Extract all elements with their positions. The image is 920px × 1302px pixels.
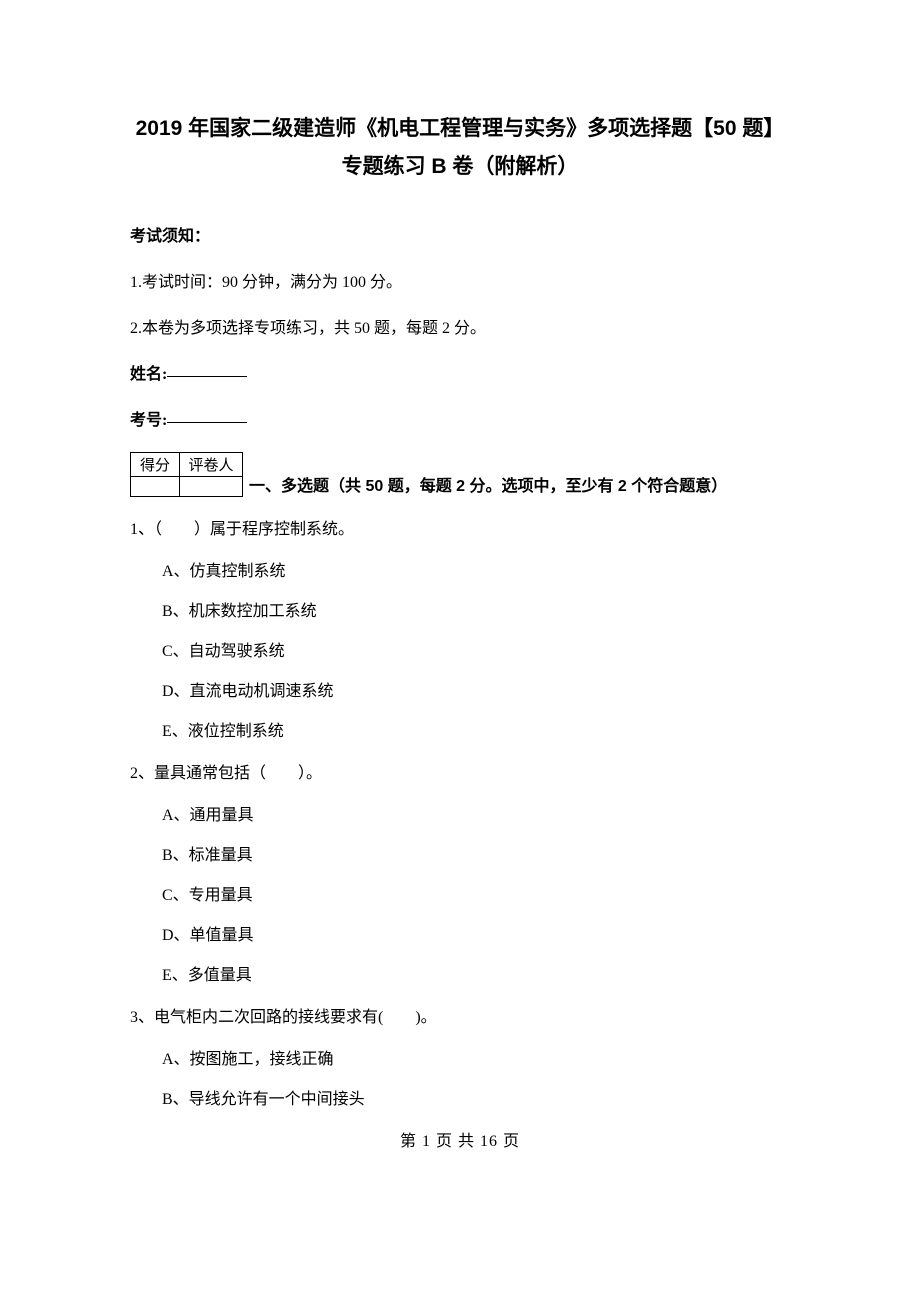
score-cell: [131, 476, 180, 496]
reviewer-cell: [180, 476, 243, 496]
name-underline: [167, 376, 247, 377]
question-2: 2、量具通常包括（ ）。 A、通用量具 B、标准量具 C、专用量具 D、单值量具…: [130, 759, 790, 985]
question-stem: 2、量具通常包括（ ）。: [130, 759, 790, 783]
option-a: A、通用量具: [162, 801, 790, 825]
option-b: B、机床数控加工系统: [162, 597, 790, 621]
question-3: 3、电气柜内二次回路的接线要求有( )。 A、按图施工，接线正确 B、导线允许有…: [130, 1003, 790, 1109]
score-section-row: 得分 评卷人 一、多选题（共 50 题，每题 2 分。选项中，至少有 2 个符合…: [130, 452, 790, 497]
option-b: B、标准量具: [162, 841, 790, 865]
score-table: 得分 评卷人: [130, 452, 243, 497]
document-page: 2019 年国家二级建造师《机电工程管理与实务》多项选择题【50 题】 专题练习…: [0, 0, 920, 1191]
notice-item-1: 1.考试时间：90 分钟，满分为 100 分。: [130, 268, 790, 292]
option-c: C、专用量具: [162, 881, 790, 905]
option-a: A、按图施工，接线正确: [162, 1045, 790, 1069]
id-field: 考号:: [130, 406, 790, 430]
section-heading: 一、多选题（共 50 题，每题 2 分。选项中，至少有 2 个符合题意）: [249, 452, 790, 496]
document-title-line2: 专题练习 B 卷（附解析）: [130, 148, 790, 186]
score-col-header: 得分: [131, 452, 180, 476]
option-b: B、导线允许有一个中间接头: [162, 1085, 790, 1109]
name-field: 姓名:: [130, 360, 790, 384]
notice-item-2: 2.本卷为多项选择专项练习，共 50 题，每题 2 分。: [130, 314, 790, 338]
option-e: E、多值量具: [162, 961, 790, 985]
option-a: A、仿真控制系统: [162, 557, 790, 581]
question-stem: 3、电气柜内二次回路的接线要求有( )。: [130, 1003, 790, 1027]
option-d: D、直流电动机调速系统: [162, 677, 790, 701]
notice-heading: 考试须知：: [130, 222, 790, 246]
id-underline: [167, 422, 247, 423]
id-label: 考号:: [130, 412, 167, 429]
table-row: 得分 评卷人: [131, 452, 243, 476]
reviewer-col-header: 评卷人: [180, 452, 243, 476]
option-e: E、液位控制系统: [162, 717, 790, 741]
question-1: 1、（ ）属于程序控制系统。 A、仿真控制系统 B、机床数控加工系统 C、自动驾…: [130, 515, 790, 741]
name-label: 姓名:: [130, 366, 167, 383]
table-row: [131, 476, 243, 496]
option-c: C、自动驾驶系统: [162, 637, 790, 661]
document-title-line1: 2019 年国家二级建造师《机电工程管理与实务》多项选择题【50 题】: [130, 110, 790, 148]
page-footer: 第 1 页 共 16 页: [130, 1127, 790, 1151]
option-d: D、单值量具: [162, 921, 790, 945]
question-stem: 1、（ ）属于程序控制系统。: [130, 515, 790, 539]
